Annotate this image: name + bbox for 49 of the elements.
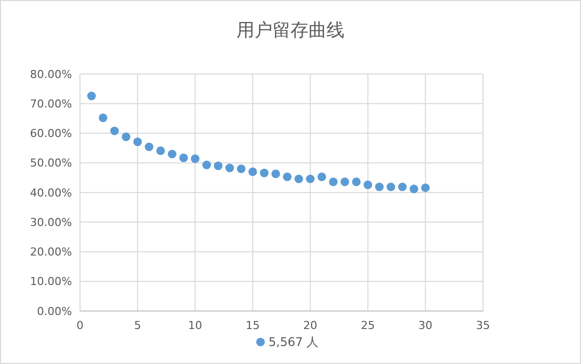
y-tick-label: 70.00% xyxy=(30,97,72,110)
point xyxy=(236,164,246,174)
point xyxy=(294,174,304,184)
point xyxy=(260,168,269,178)
y-tick-label: 20.00% xyxy=(30,246,72,259)
point xyxy=(421,183,430,192)
point xyxy=(179,154,188,162)
point xyxy=(144,142,154,152)
point xyxy=(386,182,396,192)
y-tick-label: 0.00% xyxy=(37,304,72,318)
x-tick-label: 35 xyxy=(476,319,490,332)
y-tick-label: 50.00% xyxy=(30,156,72,170)
point xyxy=(225,164,234,172)
point xyxy=(110,126,119,136)
point xyxy=(318,172,326,182)
point xyxy=(214,162,222,170)
point xyxy=(202,160,211,170)
y-tick-label: 60.00% xyxy=(30,127,72,140)
y-tick-label: 40.00% xyxy=(30,186,72,200)
x-tick-label: 25 xyxy=(360,319,375,332)
chart-title: 用户留存曲线 xyxy=(236,20,344,41)
point xyxy=(306,174,315,184)
point xyxy=(271,170,280,178)
x-tick-label: 20 xyxy=(303,319,318,332)
x-tick-label: 30 xyxy=(418,319,432,332)
point xyxy=(398,182,407,192)
point xyxy=(190,154,200,164)
point xyxy=(340,178,350,186)
y-tick-label: 10.00% xyxy=(30,275,72,288)
x-tick-label: 10 xyxy=(188,319,202,332)
point xyxy=(156,146,165,156)
point xyxy=(98,114,108,122)
point xyxy=(410,184,418,194)
point xyxy=(375,182,384,192)
point xyxy=(168,150,176,158)
x-tick-label: 5 xyxy=(134,319,142,332)
point xyxy=(87,92,96,100)
x-tick-label: 15 xyxy=(246,319,260,332)
y-tick-label: 30.00% xyxy=(30,216,72,229)
point xyxy=(364,180,372,190)
point xyxy=(133,138,142,146)
point xyxy=(352,178,361,186)
y-tick-label: 80.00% xyxy=(30,68,72,81)
point xyxy=(329,178,338,186)
legend-label: 5,567 人 xyxy=(268,335,319,350)
point xyxy=(282,172,292,182)
point xyxy=(248,167,258,176)
point xyxy=(122,132,130,142)
x-tick-label: 0 xyxy=(76,319,84,332)
